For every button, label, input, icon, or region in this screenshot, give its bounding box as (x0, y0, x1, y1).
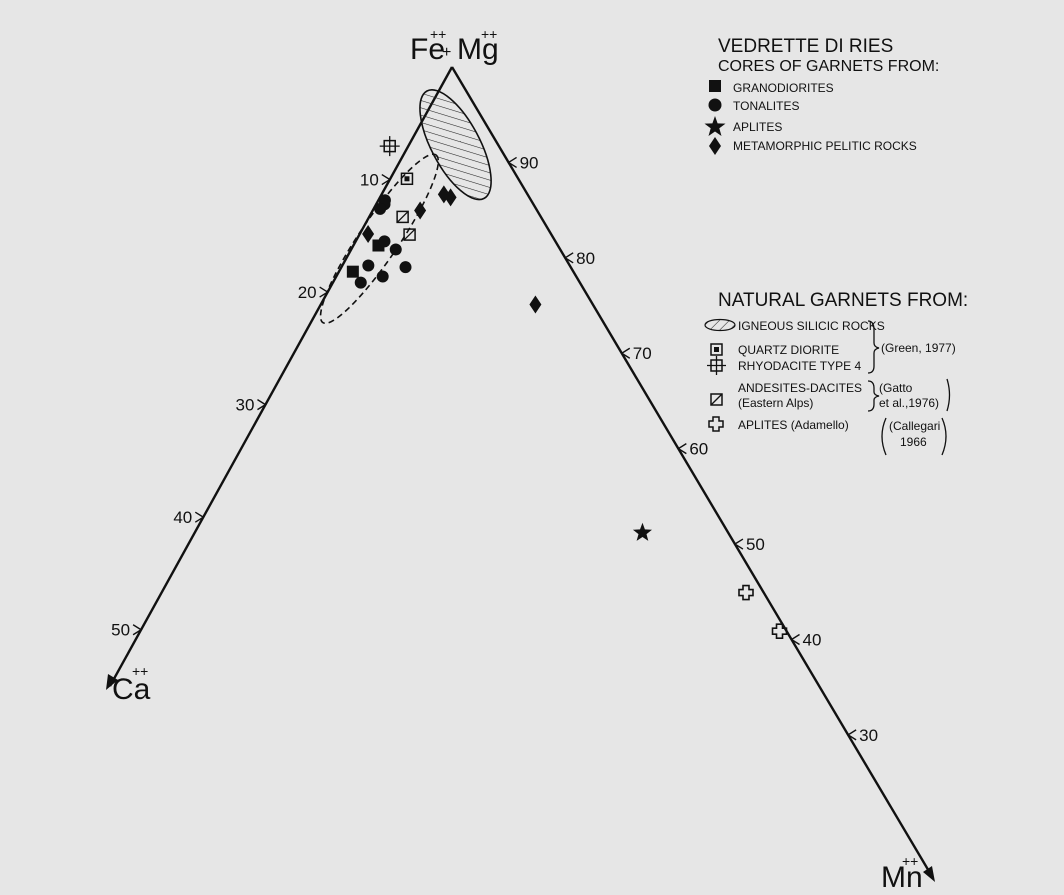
vertex-mn-superscript: ++ (902, 853, 918, 869)
circle-marker (362, 259, 375, 272)
legend-hatched-ellipse-icon (704, 318, 736, 332)
femg-tick-label: 70 (633, 344, 652, 363)
ca-tick-mark (381, 173, 392, 186)
legend-natural: NATURAL GARNETS FROM: IGNEOUS SILICIC RO… (704, 290, 968, 456)
ca-tick-label: 10 (360, 171, 379, 190)
legend-ref-callegari-1: (Callegari (889, 419, 940, 433)
femg-tick-label: 30 (859, 726, 878, 745)
vertex-mg-label: Mg (457, 33, 499, 66)
vertex-fe-label: Fe (410, 33, 445, 66)
ca-tick-mark (257, 399, 267, 411)
legend-item-tonalites: TONALITES (733, 99, 799, 113)
legend-item-quartz-diorite: QUARTZ DIORITE (738, 343, 839, 357)
femg-tick-mark (733, 538, 744, 550)
legend-star-icon (704, 116, 726, 136)
vertex-ca-label: Ca (112, 673, 151, 706)
circle-marker (399, 261, 412, 274)
cross-marker (771, 623, 788, 639)
legend-item-rhyodacite: RHYODACITE TYPE 4 (738, 359, 861, 373)
diamond-marker (444, 188, 457, 207)
legend-item-metamorphic: METAMORPHIC PELITIC ROCKS (733, 139, 917, 153)
framed-square-marker (400, 172, 414, 186)
data-points (346, 136, 788, 639)
ca-arrowhead-icon (106, 674, 118, 690)
star-marker (632, 522, 652, 541)
femg-tick-label: 60 (689, 440, 708, 459)
legend-paren-icon (881, 417, 887, 456)
vertex-plus-sign: + (442, 44, 451, 61)
legend-item-andesites: ANDESITES-DACITES (738, 381, 862, 395)
igneous-field-region (419, 89, 492, 201)
femg-tick-mark (620, 347, 631, 359)
legend-item-andesites-sub: (Eastern Alps) (738, 396, 813, 410)
legend-bracket-icon (867, 380, 880, 412)
diamond-marker (362, 225, 375, 244)
vertex-mn-label: Mn (881, 861, 923, 894)
vertex-labels: Fe ++ + Mg ++ Ca ++ Mn ++ (112, 26, 923, 894)
legend-item-aplites-adamello: APLITES (Adamello) (738, 418, 849, 432)
legend-slashed-square-icon (710, 393, 723, 406)
square-marker (346, 265, 359, 278)
femg-tick-mark (677, 443, 687, 455)
legend-framed-square-icon (710, 343, 723, 356)
ca-tick-mark (194, 511, 205, 523)
circle-marker (376, 270, 389, 283)
femg-tick-mark (846, 729, 857, 741)
mn-arrowhead-icon (923, 866, 935, 882)
legend-item-granodiorites: GRANODIORITES (733, 81, 834, 95)
rayed-square-marker (379, 136, 400, 157)
legend-ref-green: (Green, 1977) (881, 341, 956, 355)
field-regions (319, 89, 492, 325)
legend-bracket-icon (867, 320, 880, 374)
circle-marker (389, 243, 402, 256)
ca-axis (108, 66, 454, 687)
femg-tick-label: 50 (746, 535, 765, 554)
femg-tick-label: 90 (520, 153, 539, 172)
diamond-marker (529, 295, 542, 314)
femg-tick-mark (790, 633, 800, 646)
femg-tick-mark (563, 252, 574, 264)
diamond-marker (414, 201, 427, 220)
legend-cross-icon (708, 416, 724, 432)
legend-paren-icon (941, 417, 947, 456)
legend-item-igneous: IGNEOUS SILICIC ROCKS (738, 319, 885, 333)
circle-marker (354, 276, 367, 289)
femg-tick-mark (507, 156, 517, 169)
triangle-axes (106, 66, 935, 882)
cross-marker (738, 584, 754, 601)
legend-vedrette-subtitle: CORES OF GARNETS FROM: (718, 58, 939, 75)
legend-vedrette: VEDRETTE DI RIES CORES OF GARNETS FROM: … (704, 36, 939, 155)
legend-ref-callegari-2: 1966 (900, 435, 927, 449)
legend-paren-icon (946, 378, 951, 412)
mn-axis (450, 66, 935, 879)
legend-square-icon (709, 80, 721, 92)
legend-circle-icon (708, 98, 722, 112)
vertex-fe-superscript: ++ (430, 26, 446, 42)
circle-marker (378, 235, 391, 248)
femg-tick-label: 40 (803, 630, 822, 649)
ca-tick-label: 50 (111, 621, 130, 640)
legend-ref-gatto-1: (Gatto (879, 381, 913, 395)
vertex-ca-superscript: ++ (132, 663, 148, 679)
legend-ref-gatto-2: et al.,1976) (879, 396, 939, 410)
vertex-mg-superscript: ++ (481, 26, 497, 42)
legend-diamond-icon (709, 137, 721, 155)
legend-rayed-square-icon (707, 356, 726, 375)
ca-tick-mark (132, 624, 143, 636)
legend-natural-title: NATURAL GARNETS FROM: (718, 290, 968, 311)
ca-tick-label: 40 (173, 508, 192, 527)
circle-marker (374, 202, 387, 215)
femg-tick-label: 80 (576, 249, 595, 268)
axis-ticks: 10 20 30 40 50 90 80 70 60 50 40 30 (111, 153, 878, 744)
ca-tick-label: 30 (236, 396, 255, 415)
slashed-square-marker (396, 210, 409, 224)
legend-vedrette-title: VEDRETTE DI RIES (718, 36, 893, 57)
ca-tick-label: 20 (298, 283, 317, 302)
legend-item-aplites: APLITES (733, 120, 782, 134)
slashed-square-marker (403, 228, 416, 241)
